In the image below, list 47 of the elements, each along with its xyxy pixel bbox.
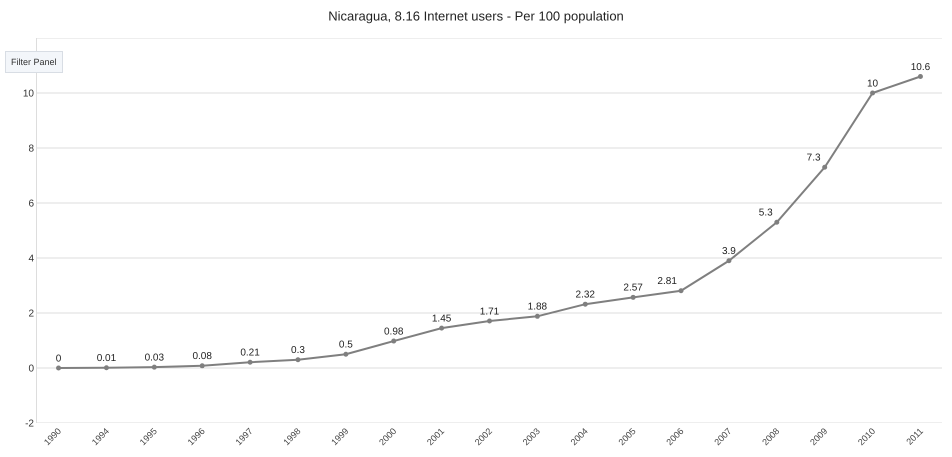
data-label: 1.88 xyxy=(528,302,548,313)
data-label: 10 xyxy=(867,78,879,90)
point xyxy=(726,258,732,264)
data-label: 5.3 xyxy=(758,208,774,219)
point xyxy=(56,366,62,370)
chart-title: Nicaragua, 8.16 Internet users - Per 100 population xyxy=(328,8,624,24)
point xyxy=(534,314,540,319)
y-tick-label: 6 xyxy=(28,198,34,210)
data-label: 7.3 xyxy=(806,152,821,164)
y-tick-label: -2 xyxy=(25,418,34,430)
point xyxy=(104,365,109,370)
point xyxy=(487,318,492,324)
point xyxy=(248,360,253,365)
data-label: 0.5 xyxy=(338,340,354,351)
point xyxy=(774,220,780,225)
point xyxy=(870,90,876,96)
data-label: 0.98 xyxy=(384,326,404,338)
data-label: 3.9 xyxy=(722,246,736,258)
data-label: 10.6 xyxy=(910,62,931,73)
y-tick-label: 10 xyxy=(22,88,34,100)
y-tick-label: 2 xyxy=(28,308,34,320)
data-label: 2.32 xyxy=(576,290,596,301)
data-label: 0.3 xyxy=(291,345,306,356)
point xyxy=(295,357,300,362)
data-label: 0 xyxy=(56,353,62,364)
point xyxy=(200,363,205,368)
data-label: 0.21 xyxy=(240,348,260,359)
point xyxy=(439,326,444,331)
point xyxy=(582,302,588,307)
data-label: 0.03 xyxy=(144,352,164,364)
point xyxy=(152,364,157,370)
data-label: 0.01 xyxy=(96,353,117,364)
data-label: 1.71 xyxy=(480,306,500,318)
point xyxy=(343,352,348,357)
annotation: Filter Panel xyxy=(11,57,57,67)
point xyxy=(630,294,636,300)
data-label: 2.81 xyxy=(657,276,678,288)
y-tick-label: 8 xyxy=(28,144,34,154)
data-label: 1.45 xyxy=(432,314,452,325)
y-tick-label: 4 xyxy=(28,254,34,264)
point xyxy=(822,164,828,170)
y-tick-label: 0 xyxy=(28,364,34,374)
data-label: 0.08 xyxy=(192,351,212,362)
data-label: 2.57 xyxy=(623,282,644,294)
point xyxy=(391,338,396,344)
point xyxy=(678,288,684,294)
point xyxy=(918,74,923,79)
